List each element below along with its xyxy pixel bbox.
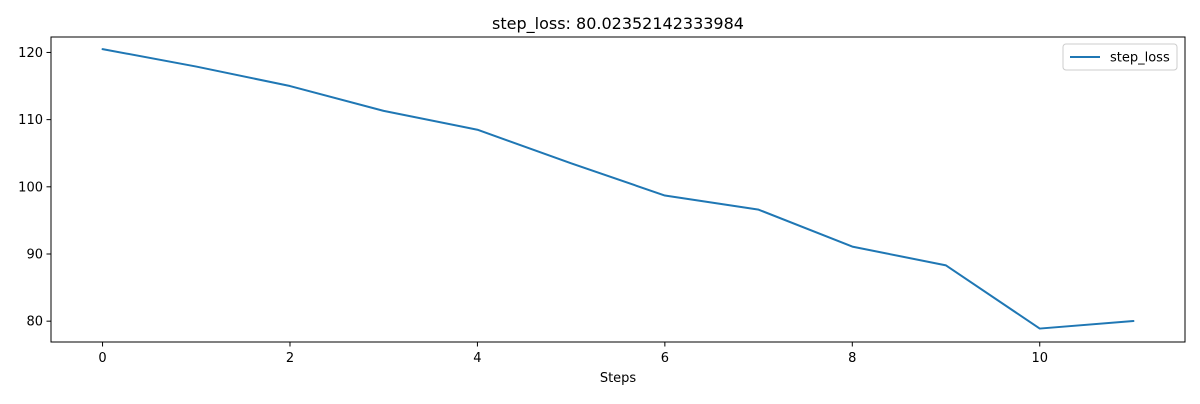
x-tick-label: 2 — [286, 351, 294, 366]
x-tick-label: 8 — [848, 351, 856, 366]
legend-label: step_loss — [1110, 51, 1170, 66]
legend-box — [1062, 43, 1178, 71]
x-tick-label: 0 — [98, 351, 106, 366]
chart-title: step_loss: 80.02352142333984 — [492, 14, 744, 34]
y-tick-label: 90 — [26, 247, 43, 262]
x-tick-label: 10 — [1031, 351, 1048, 366]
x-tick-label: 4 — [473, 351, 481, 366]
y-axis: 80 90 100 110 120 — [18, 46, 51, 330]
y-tick-label: 100 — [18, 180, 43, 195]
plot-frame — [50, 36, 1186, 343]
y-tick-label: 120 — [18, 46, 43, 61]
y-tick-label: 80 — [26, 315, 43, 330]
x-axis-label: Steps — [600, 371, 637, 386]
x-tick-label: 6 — [661, 351, 669, 366]
series-layer — [101, 48, 1135, 330]
x-axis: 0 2 4 6 8 10 — [98, 342, 1048, 366]
legend: step_loss — [1062, 43, 1178, 71]
series-line-step_loss — [101, 48, 1135, 330]
y-tick-label: 110 — [18, 113, 43, 128]
